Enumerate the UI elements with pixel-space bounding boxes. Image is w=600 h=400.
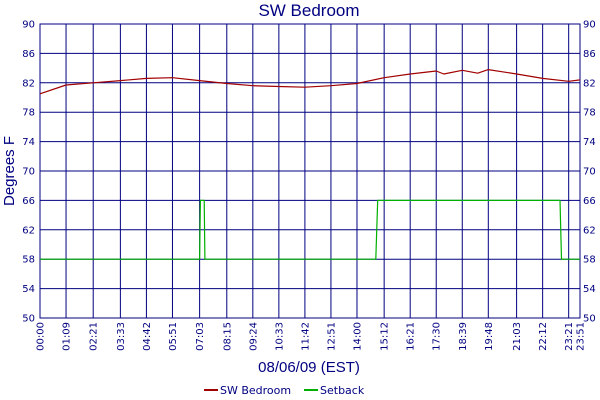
legend-label-1: Setback [320,384,365,397]
x-tick-label: 03:33 [116,322,127,351]
y-tick-label-right: 78 [583,108,596,119]
y-tick-label-left: 58 [22,255,35,266]
legend: SW Bedroom Setback [204,384,365,397]
chart-title: SW Bedroom [258,1,359,20]
y-tick-label-right: 50 [583,314,596,325]
x-tick-label: 04:42 [142,322,153,351]
series-group [39,68,581,260]
grid-lines [39,23,581,319]
x-tick-label: 12:51 [326,322,337,351]
x-tick-label: 02:21 [89,322,100,351]
y-tick-label-left: 78 [22,108,35,119]
y-tick-label-left: 66 [22,196,35,207]
series-line-0 [39,68,581,95]
x-tick-label: 23:21 [564,322,575,351]
y-tick-label-left: 90 [22,20,35,31]
y-axis-label: Degrees F [1,136,18,206]
x-tick-label: 22:12 [538,322,549,351]
x-tick-label: 09:24 [248,322,259,351]
x-tick-label: 07:03 [195,322,206,351]
y-axis-right: 50 54 58 62 66 70 74 78 82 86 90 [583,20,596,325]
x-tick-label: 21:03 [512,322,523,351]
x-tick-label: 15:12 [380,322,391,351]
y-tick-label-right: 82 [583,78,596,89]
y-tick-label-left: 82 [22,78,35,89]
x-tick-label: 17:30 [432,322,443,351]
y-tick-label-left: 86 [22,49,35,60]
x-tick-label: 01:09 [62,322,73,351]
y-tick-label-right: 54 [583,284,596,295]
y-axis-left: 50 54 58 62 66 70 74 78 82 86 90 [22,20,35,325]
y-tick-label-right: 70 [583,167,596,178]
series-line-1 [40,199,580,260]
y-tick-label-right: 58 [583,255,596,266]
x-tick-label: 19:48 [484,322,495,351]
x-tick-label: 14:00 [352,322,363,351]
x-tick-label: 08:15 [222,322,233,351]
x-tick-label: 23:51 [576,322,587,351]
x-tick-label: 18:39 [458,322,469,351]
x-tick-label: 16:21 [406,322,417,351]
x-tick-label: 10:33 [274,322,285,351]
x-axis: 00:00 01:09 02:21 03:33 04:42 05:51 07:03 08:15… [36,322,587,351]
legend-label-0: SW Bedroom [220,384,291,397]
y-tick-label-left: 74 [22,137,35,148]
y-tick-label-left: 54 [22,284,35,295]
x-tick-label: 11:42 [300,322,311,351]
x-axis-label: 08/06/09 (EST) [258,359,360,376]
y-tick-label-left: 50 [22,314,35,325]
y-tick-label-right: 74 [583,137,596,148]
x-tick-label: 00:00 [36,322,47,351]
y-tick-label-right: 62 [583,225,596,236]
y-tick-label-left: 70 [22,167,35,178]
y-tick-label-right: 66 [583,196,596,207]
x-tick-label: 05:51 [168,322,179,351]
y-tick-label-left: 62 [22,225,35,236]
y-tick-label-right: 86 [583,49,596,60]
y-tick-label-right: 90 [583,20,596,31]
